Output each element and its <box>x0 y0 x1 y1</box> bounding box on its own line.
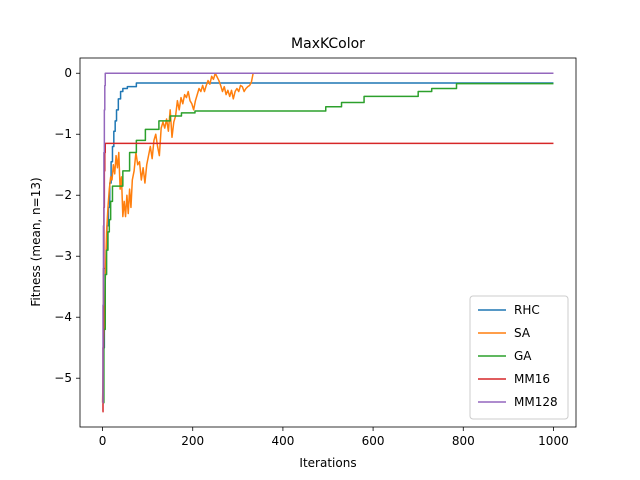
x-tick-label: 400 <box>271 434 294 448</box>
y-tick-label: 0 <box>64 66 72 80</box>
y-axis-label: Fitness (mean, n=13) <box>29 177 43 306</box>
x-axis-label: Iterations <box>299 456 356 470</box>
y-axis: −5 −4 −3 −2 −1 0 <box>54 66 80 385</box>
legend: RHC SA GA MM16 MM128 <box>469 295 569 420</box>
series-line-mm128 <box>102 72 554 404</box>
y-tick-label: −2 <box>54 188 72 202</box>
y-tick-label: −5 <box>54 371 72 385</box>
y-tick-label: −3 <box>54 249 72 263</box>
legend-label-mm128: MM128 <box>514 395 558 409</box>
legend-label-mm16: MM16 <box>514 372 550 386</box>
x-tick-label: 800 <box>452 434 475 448</box>
series-line-sa <box>101 72 254 403</box>
legend-label-ga: GA <box>514 349 532 363</box>
y-tick-label: −1 <box>54 127 72 141</box>
x-tick-label: 200 <box>181 434 204 448</box>
legend-box <box>469 295 569 420</box>
x-axis: 0 200 400 600 800 1000 <box>99 427 569 448</box>
x-tick-label: 1000 <box>538 434 569 448</box>
x-tick-label: 600 <box>362 434 385 448</box>
legend-label-rhc: RHC <box>514 303 540 317</box>
x-tick-label: 0 <box>99 434 107 448</box>
plot-frame <box>79 57 577 428</box>
plot-area <box>101 72 554 413</box>
series-line-ga <box>102 82 554 404</box>
legend-label-sa: SA <box>514 326 531 340</box>
y-tick-label: −4 <box>54 310 72 324</box>
chart-title: MaxKColor <box>291 36 365 52</box>
